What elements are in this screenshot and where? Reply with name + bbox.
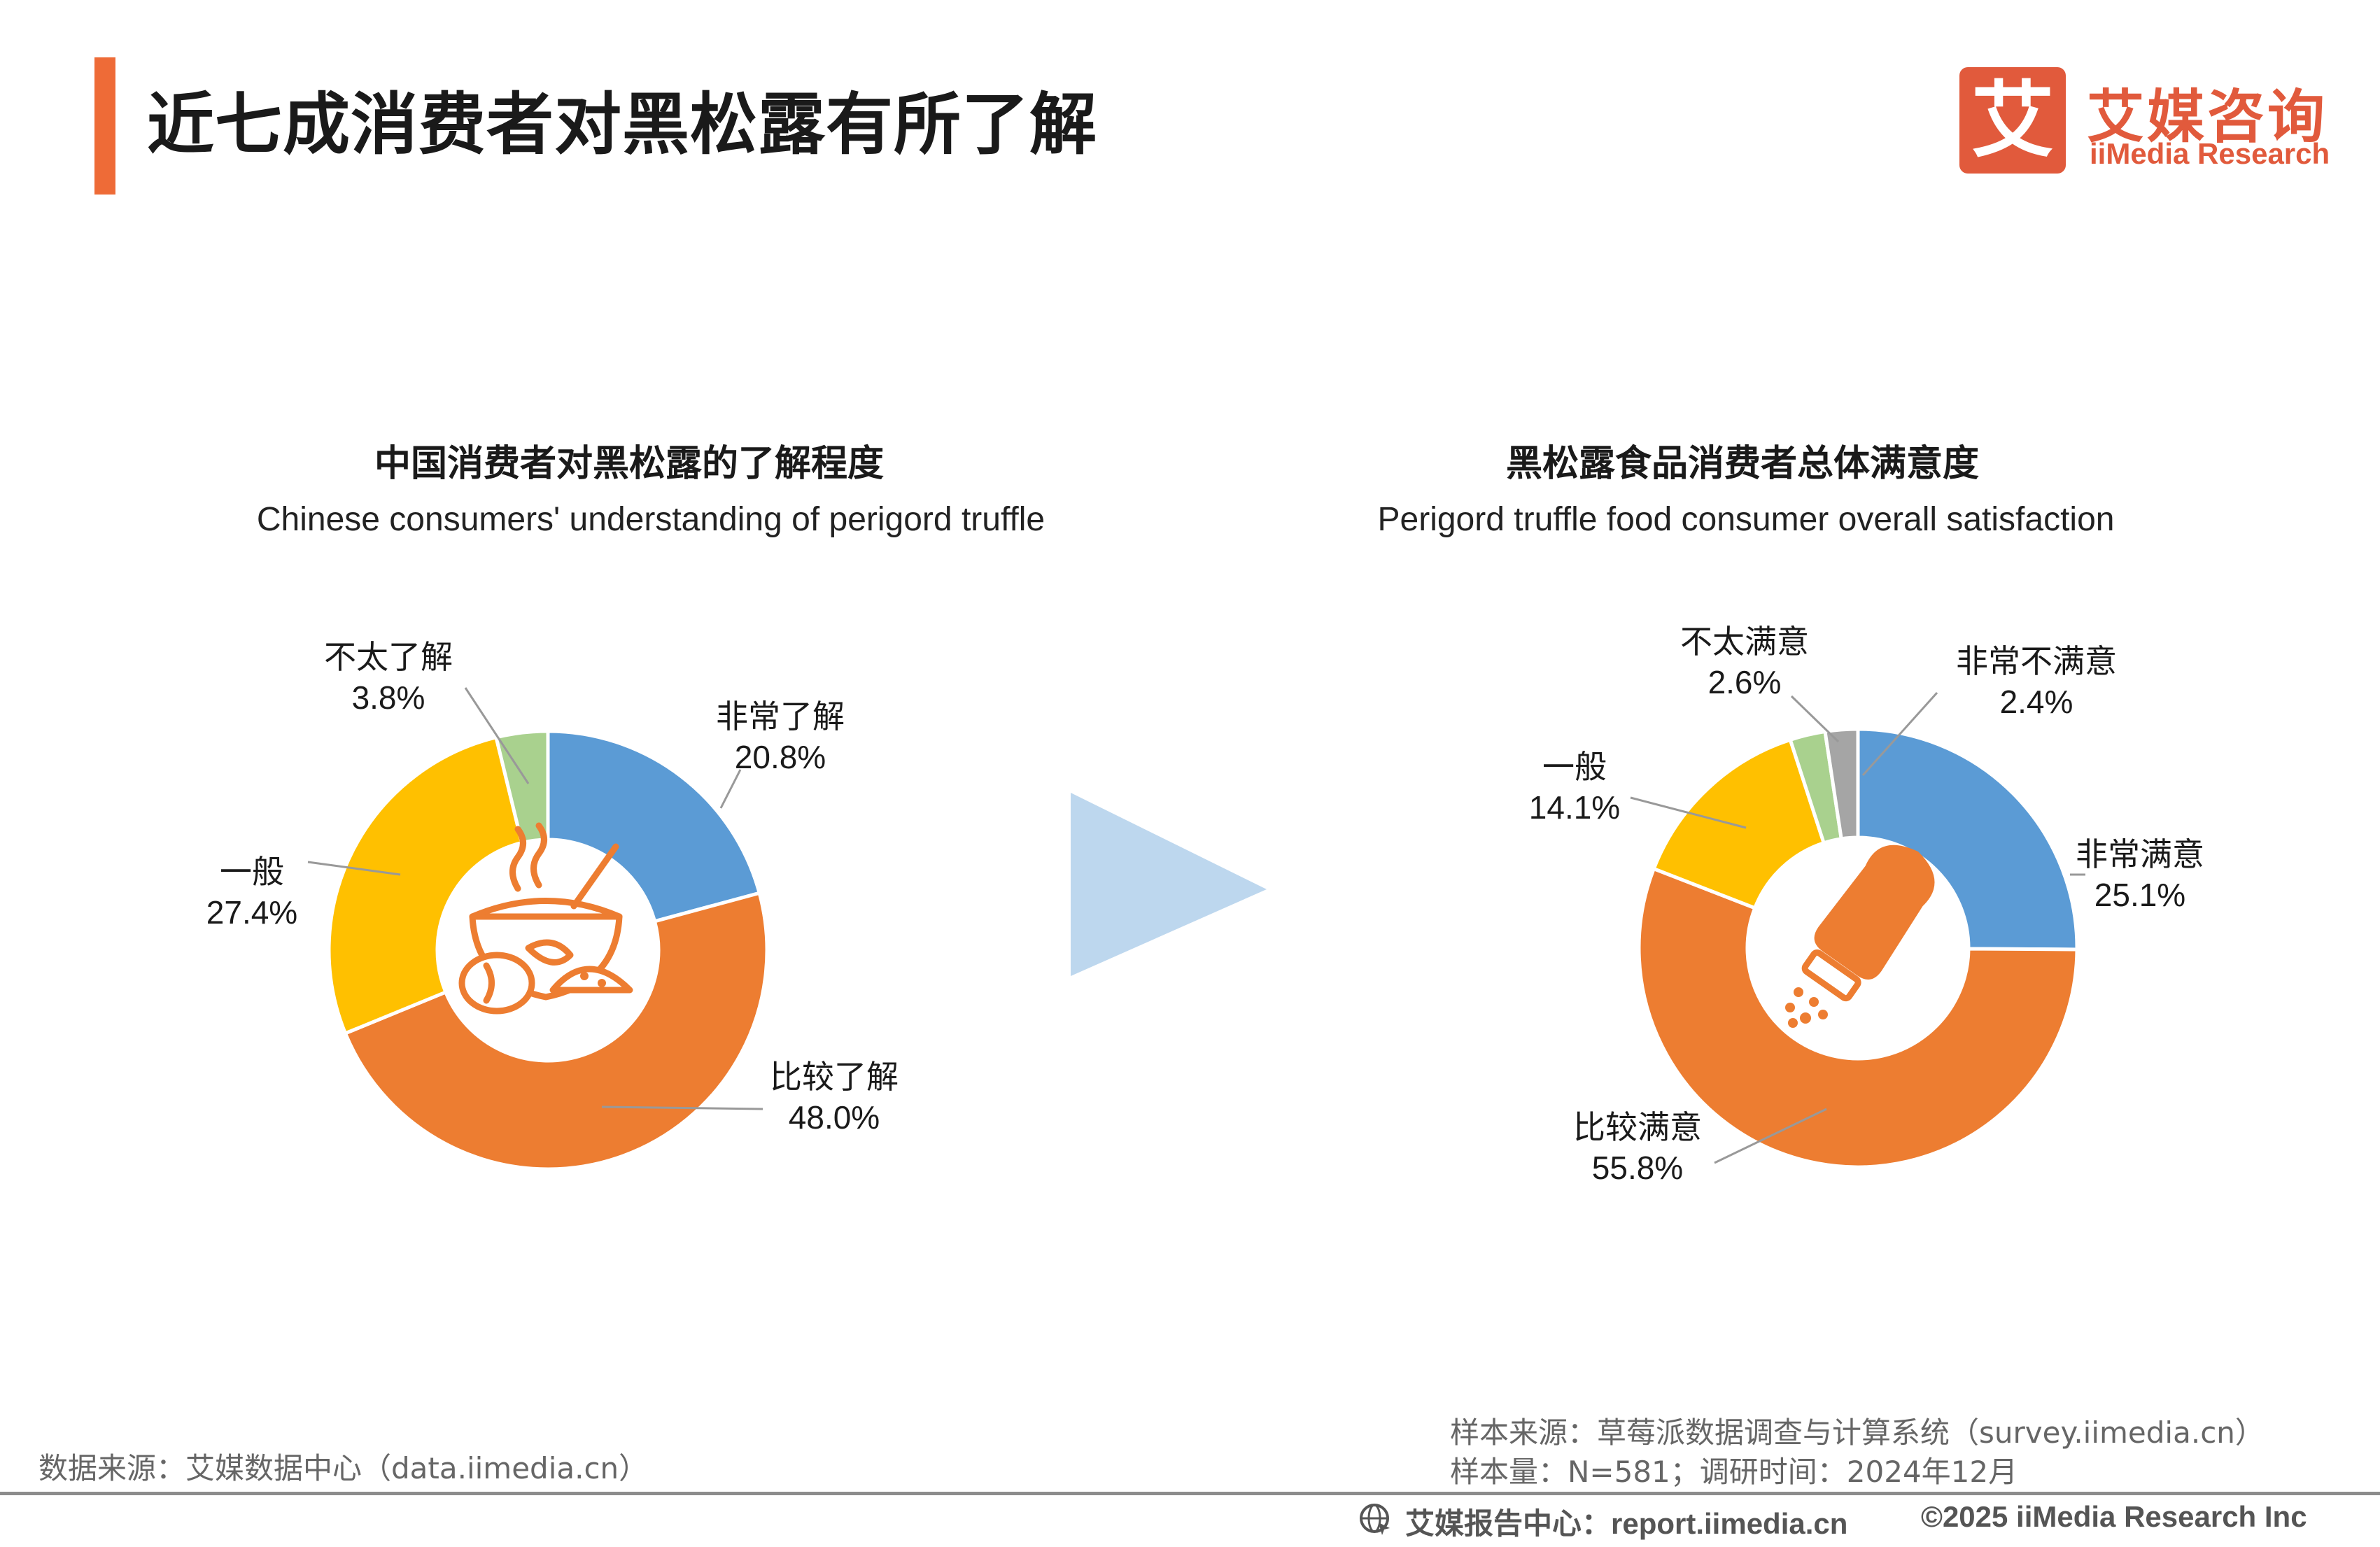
slice-label: 一般	[1542, 748, 1607, 786]
slice-value: 20.8%	[735, 739, 826, 775]
leader-line	[464, 687, 530, 784]
slice-value: 25.1%	[2094, 877, 2185, 913]
slice-value: 2.4%	[2000, 684, 2073, 720]
chart-2-subtitle: Perigord truffle food consumer overall s…	[1377, 501, 2115, 538]
slice-value: 55.8%	[1592, 1150, 1683, 1186]
donut-chart-1	[327, 729, 769, 1171]
slice-label: 不太满意	[1680, 623, 1809, 661]
copyright-text: ©2025 iiMedia Research Inc	[1921, 1500, 2307, 1533]
slice-label: 比较了解	[770, 1058, 899, 1096]
salt-shaker-icon	[1801, 845, 1935, 1002]
sample-source-note: 样本来源：草莓派数据调查与计算系统（survey.iimedia.cn）	[1450, 1415, 2265, 1450]
globe-icon	[1360, 1504, 1390, 1535]
soup-bowl-icon	[458, 822, 633, 1015]
donut-slice	[1637, 866, 2079, 1169]
donut-slice	[343, 891, 769, 1171]
sample-size-note: 样本量：N=581；调研时间：2024年12月	[1450, 1455, 2018, 1489]
chart-2-title: 黑松露食品消费者总体满意度	[1505, 443, 1979, 485]
leader-lines-2	[1630, 691, 2085, 1164]
slice-label: 非常不满意	[1956, 642, 2117, 680]
leader-line	[601, 1105, 763, 1110]
page-title: 近七成消费者对黑松露有所了解	[147, 85, 1097, 164]
leader-lines-1	[307, 687, 763, 1110]
slice-label: 非常满意	[2076, 835, 2204, 873]
leader-line	[1630, 796, 1747, 829]
leader-line	[1790, 695, 1840, 743]
report-center-link[interactable]: 艾媒报告中心：report.iimedia.cn	[1405, 1507, 1848, 1540]
slice-label: 不太了解	[324, 638, 453, 676]
donut-slice	[1652, 737, 1826, 910]
leader-line	[307, 861, 401, 876]
slice-value: 3.8%	[352, 679, 425, 716]
logo-mark-glyph: 艾	[1971, 72, 2054, 169]
data-source-note: 数据来源：艾媒数据中心（data.iimedia.cn）	[38, 1451, 649, 1485]
donut-slice	[1823, 727, 1860, 841]
slice-value: 48.0%	[789, 1099, 880, 1136]
title-accent-bar	[94, 57, 115, 195]
chart-1-title: 中国消费者对黑松露的了解程度	[374, 443, 885, 485]
slice-value: 14.1%	[1529, 789, 1620, 826]
slice-value: 2.6%	[1708, 664, 1782, 700]
chart-1-subtitle: Chinese consumers' understanding of peri…	[256, 501, 1045, 538]
footer-divider	[0, 1492, 2380, 1495]
donut-slice	[546, 729, 762, 924]
leader-line	[1714, 1108, 1827, 1164]
logo-mark: 艾	[1959, 67, 2066, 174]
logo-text-cn: 艾媒咨询	[2087, 84, 2328, 150]
donut-chart-2	[1637, 727, 2079, 1169]
slice-label: 非常了解	[716, 698, 845, 735]
leader-line	[719, 769, 742, 809]
slice-value: 27.4%	[206, 894, 297, 931]
brand-logo: 艾 艾媒咨询 iiMedia Research	[1959, 67, 2351, 179]
salt-grains-icon	[1785, 987, 1828, 1028]
arrow-icon	[1071, 793, 1267, 976]
logo-text-en: iiMedia Research	[2090, 137, 2330, 170]
donut-slice	[327, 735, 524, 1036]
slice-label: 一般	[220, 853, 284, 891]
slice-label: 比较满意	[1573, 1108, 1702, 1146]
leader-line	[1861, 691, 1938, 777]
